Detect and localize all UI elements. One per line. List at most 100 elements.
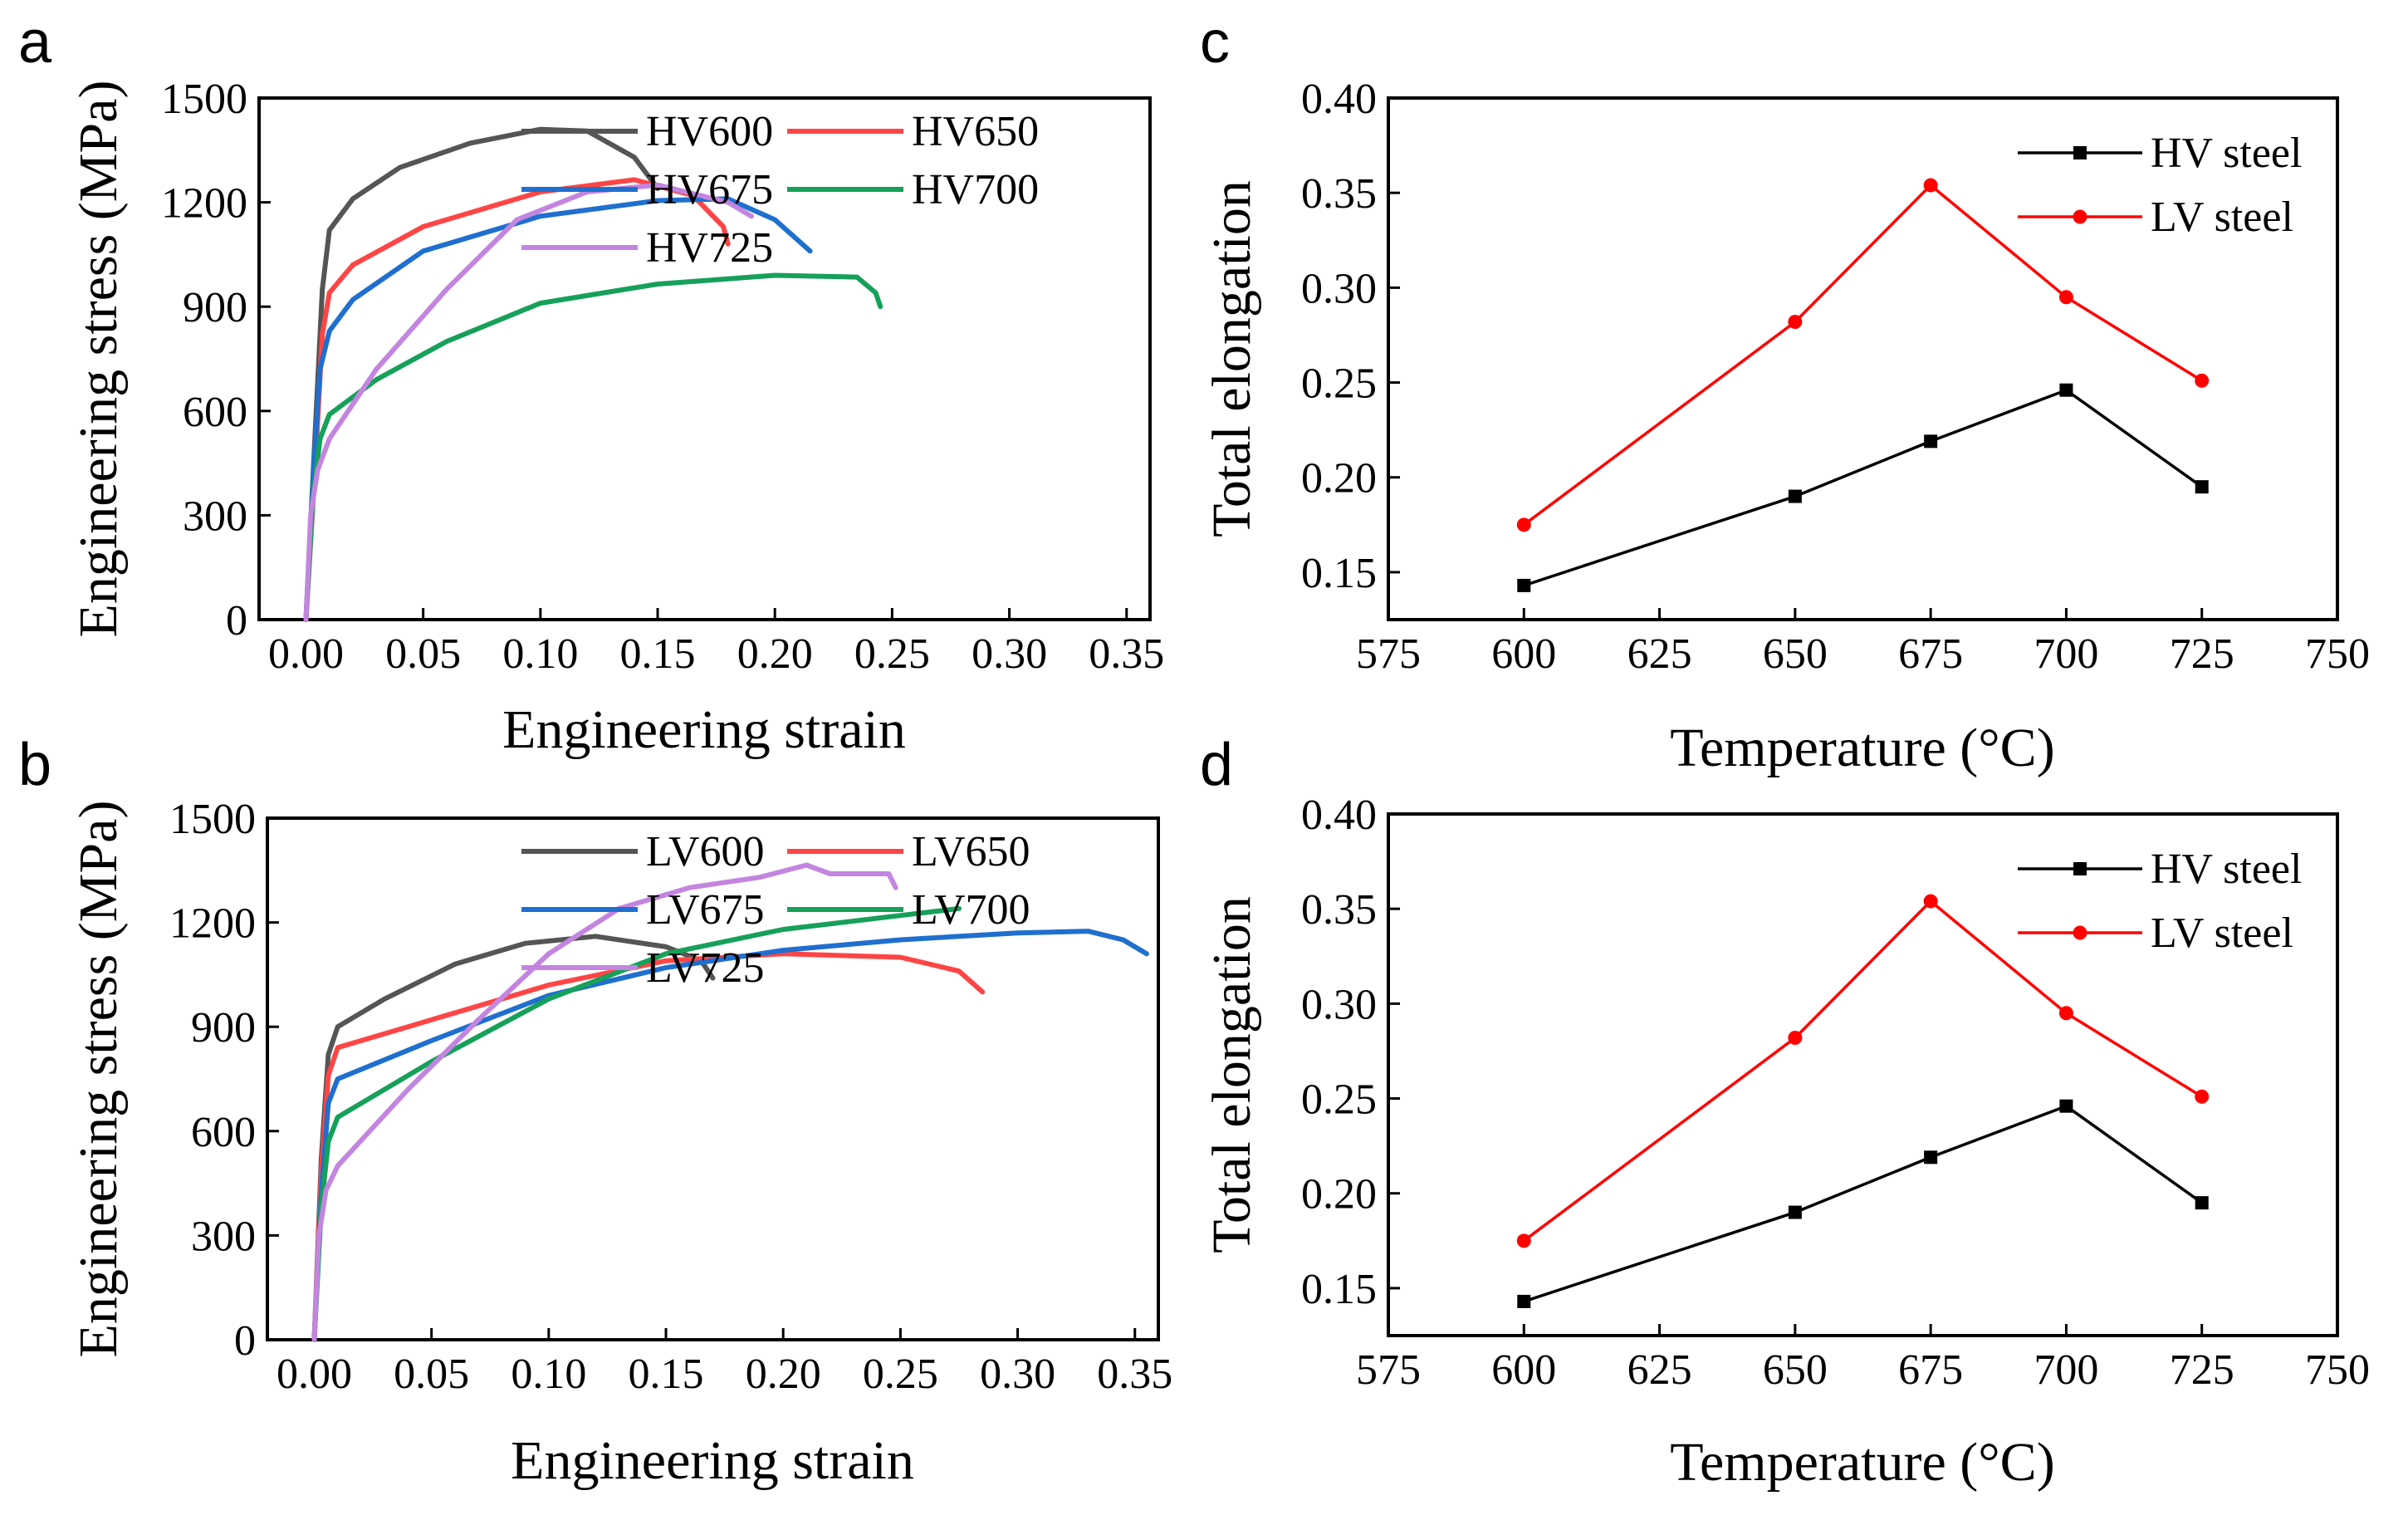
x-axis-label: Engineering strain [502, 699, 906, 760]
legend-marker [2073, 146, 2087, 159]
x-tick-label: 725 [2170, 630, 2234, 678]
data-point [2195, 480, 2209, 494]
x-tick-label: 675 [1898, 1346, 1963, 1394]
x-tick-label: 625 [1627, 1346, 1692, 1394]
x-tick-label: 0.10 [511, 1351, 586, 1398]
data-point [2059, 1099, 2073, 1113]
series-line-hv600 [303, 126, 660, 622]
panel-d: d 575 600 625 650 675 700 725 750 0.15 0.20 0.25 0.… [1200, 732, 2370, 1493]
panel-b: b 0.00 0.05 0.10 0.15 0.20 0.25 0.30 0.35 0 300 60… [18, 732, 1172, 1491]
series-line-lv650 [311, 951, 986, 1342]
data-point [1517, 578, 1531, 592]
data-point [2195, 1196, 2209, 1210]
y-axis-label: Engineering stress (MPa) [68, 801, 129, 1358]
x-tick-label: 700 [2034, 630, 2098, 678]
y-tick-label: 0.20 [1301, 1171, 1377, 1218]
y-tick-label: 300 [191, 1213, 256, 1260]
legend-label: HV675 [646, 166, 773, 213]
series-line-hv-steel [1522, 388, 2204, 587]
series-line-hv725 [303, 182, 754, 622]
data-point [1788, 1205, 1802, 1219]
panel-letter-c: c [1200, 9, 1230, 76]
y-tick-label: 0.40 [1301, 76, 1377, 123]
legend-marker [2073, 862, 2087, 875]
legend-label: HV725 [646, 224, 773, 272]
series-line-hv675 [303, 196, 813, 622]
y-tick-label: 600 [191, 1109, 256, 1156]
legend-label: LV650 [912, 828, 1030, 875]
legend-label: HV600 [646, 108, 773, 155]
legend-marker [2073, 925, 2087, 940]
plot-frame [1387, 96, 2339, 621]
y-tick-label: 0 [226, 597, 247, 645]
panel-a: a 0.00 0.05 0.10 0.15 0.20 0.25 0.30 0.35 0 300 60… [18, 9, 1164, 760]
x-tick-label: 0.05 [385, 630, 461, 678]
legend-label: LV725 [646, 944, 765, 992]
data-point [1924, 434, 1938, 449]
series-line-lv-steel [1522, 900, 2204, 1243]
y-tick-label: 900 [191, 1004, 256, 1052]
y-tick-label: 600 [183, 389, 247, 436]
x-tick-label: 575 [1356, 1346, 1421, 1394]
y-tick-label: 0.30 [1301, 981, 1377, 1028]
data-point [1517, 1294, 1531, 1308]
x-tick-label: 700 [2034, 1346, 2098, 1394]
x-tick-label: 0.05 [394, 1351, 469, 1398]
series-line-lv675 [311, 929, 1149, 1342]
x-tick-label: 0.15 [629, 1351, 704, 1398]
x-tick-label: 650 [1763, 630, 1828, 678]
y-tick-label: 0.25 [1301, 360, 1377, 408]
x-axis-label: Temperature (°C) [1670, 718, 2054, 778]
x-tick-label: 0.00 [268, 630, 344, 678]
data-point [1788, 489, 1802, 503]
legend-label: LV700 [912, 886, 1030, 934]
data-point [1788, 1030, 1803, 1045]
x-tick-label: 0.10 [502, 630, 578, 678]
x-tick-label: 0.30 [972, 630, 1047, 678]
data-point [1923, 894, 1938, 909]
plot-frame [257, 96, 1152, 621]
y-tick-label: 0.35 [1301, 170, 1377, 218]
y-tick-label: 0.35 [1301, 886, 1377, 934]
x-tick-label: 725 [2170, 1346, 2234, 1394]
y-tick-label: 0 [234, 1317, 256, 1365]
y-tick-label: 900 [183, 284, 247, 331]
x-axis-label: Temperature (°C) [1670, 1432, 2054, 1493]
series-line-hv-steel [1522, 1104, 2204, 1303]
x-tick-label: 600 [1491, 630, 1556, 678]
y-tick-label: 1500 [161, 76, 247, 123]
x-tick-label: 625 [1627, 630, 1692, 678]
data-point [2195, 1089, 2210, 1104]
x-tick-label: 675 [1898, 630, 1963, 678]
y-tick-label: 1200 [169, 900, 256, 948]
x-tick-label: 650 [1763, 1346, 1828, 1394]
x-tick-label: 0.20 [737, 630, 813, 678]
series-line-hv700 [303, 272, 883, 622]
data-point [1924, 1150, 1938, 1164]
y-tick-label: 0.20 [1301, 455, 1377, 503]
series-line-lv-steel [1522, 184, 2204, 527]
data-point [2059, 383, 2073, 397]
y-axis-label: Engineering stress (MPa) [68, 81, 129, 638]
series-line-lv700 [311, 905, 962, 1342]
x-axis-label: Engineering strain [511, 1430, 914, 1491]
x-tick-label: 0.35 [1097, 1351, 1172, 1398]
legend-label: HV650 [912, 108, 1039, 155]
plot-frame [1387, 812, 2339, 1337]
y-tick-label: 0.30 [1301, 265, 1377, 312]
panel-letter-b: b [18, 732, 51, 798]
y-tick-label: 0.25 [1301, 1076, 1377, 1124]
x-tick-label: 0.25 [863, 1351, 938, 1398]
legend-label: HV steel [2151, 846, 2302, 893]
x-tick-label: 750 [2305, 1346, 2370, 1394]
legend-label: LV600 [646, 828, 765, 875]
x-tick-label: 0.20 [746, 1351, 821, 1398]
series-line-lv725 [311, 862, 898, 1342]
x-tick-label: 0.25 [854, 630, 930, 678]
data-point [2058, 290, 2073, 305]
data-point [2058, 1006, 2073, 1021]
legend-label: LV steel [2151, 194, 2293, 241]
x-tick-label: 0.30 [980, 1351, 1055, 1398]
x-tick-label: 600 [1491, 1346, 1556, 1394]
legend-label: LV steel [2151, 909, 2293, 957]
